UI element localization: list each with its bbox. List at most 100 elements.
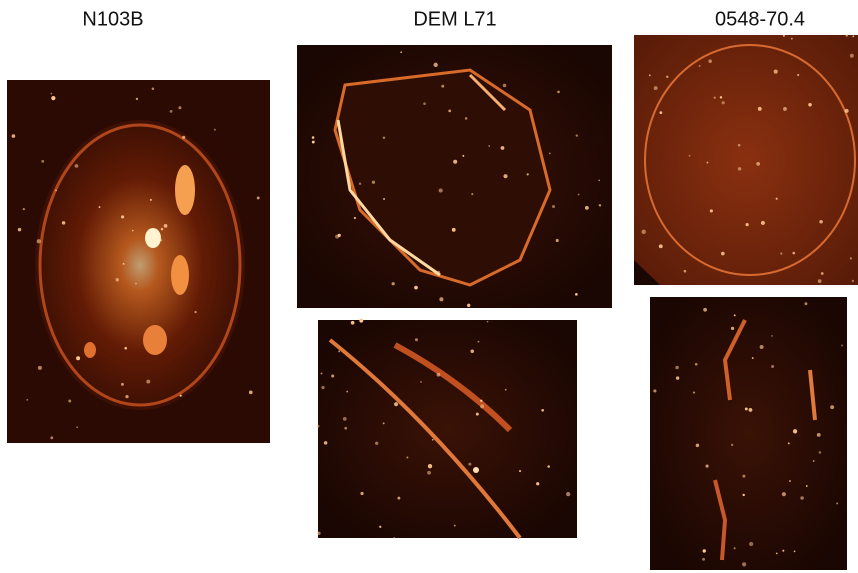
star (654, 86, 658, 90)
star (836, 502, 838, 504)
star (641, 230, 645, 234)
star (536, 482, 539, 485)
star (722, 101, 725, 104)
star (214, 129, 216, 131)
star (599, 204, 602, 207)
star (414, 286, 418, 290)
star (68, 399, 71, 402)
star (249, 390, 253, 394)
star (51, 96, 55, 100)
star (783, 35, 785, 37)
star (783, 107, 787, 111)
star (152, 87, 155, 90)
star (321, 373, 323, 375)
star (372, 181, 375, 184)
star (324, 441, 328, 445)
star (351, 321, 355, 325)
star (76, 356, 80, 360)
star (317, 532, 320, 535)
star (710, 209, 713, 212)
star (693, 392, 695, 394)
star (703, 308, 707, 312)
star (752, 357, 754, 359)
star (742, 562, 746, 566)
star (708, 59, 712, 63)
star (738, 144, 741, 147)
star (452, 228, 456, 232)
image-dem-l71-top (297, 45, 612, 308)
star (123, 263, 125, 265)
star (792, 252, 795, 255)
star (738, 167, 741, 170)
star (150, 199, 152, 201)
star (392, 282, 395, 285)
star (393, 537, 395, 539)
star (375, 442, 378, 445)
star (38, 366, 42, 370)
star (448, 110, 451, 113)
page: N103B DEM L71 0548-70.4 (() = (0, 0, 858, 573)
star (37, 239, 41, 243)
star (749, 542, 753, 546)
star (800, 496, 804, 500)
star (541, 409, 544, 412)
star (850, 54, 854, 58)
star (194, 311, 196, 313)
star (819, 451, 821, 453)
star (549, 152, 551, 154)
star (821, 272, 824, 275)
star (50, 436, 53, 439)
star (689, 155, 691, 157)
star (437, 271, 440, 274)
star (720, 96, 722, 98)
star (556, 239, 559, 242)
star (432, 439, 434, 441)
star (50, 93, 52, 95)
star (170, 110, 173, 113)
star (776, 198, 778, 200)
star (788, 442, 790, 444)
image-n103b (7, 80, 270, 443)
star (702, 558, 705, 561)
star (379, 526, 381, 528)
star (813, 460, 815, 462)
star (780, 252, 782, 254)
star (423, 102, 426, 105)
star (676, 376, 679, 379)
star (808, 103, 811, 106)
star (707, 162, 709, 164)
star (649, 74, 651, 76)
star (547, 465, 550, 468)
star (578, 194, 580, 196)
star (312, 136, 315, 139)
star (338, 234, 341, 237)
star (397, 497, 400, 500)
star (696, 444, 699, 447)
star (359, 319, 363, 323)
star (791, 38, 793, 40)
image-0548-top (634, 35, 858, 285)
star (406, 457, 408, 459)
star (439, 188, 443, 192)
star (503, 174, 507, 178)
star (400, 51, 402, 53)
star (383, 198, 385, 200)
star (557, 91, 560, 94)
star (714, 97, 716, 99)
star (415, 338, 418, 341)
star (132, 230, 134, 232)
star (116, 278, 119, 281)
star (830, 405, 834, 409)
star (794, 551, 796, 553)
star (55, 190, 57, 192)
star (760, 345, 764, 349)
star (501, 146, 505, 150)
star (18, 228, 22, 232)
star (666, 76, 668, 78)
star (749, 408, 753, 412)
image-dem-l71-bottom (318, 320, 577, 538)
star (675, 366, 679, 370)
star (746, 223, 749, 226)
star (471, 193, 473, 195)
star (819, 220, 823, 224)
